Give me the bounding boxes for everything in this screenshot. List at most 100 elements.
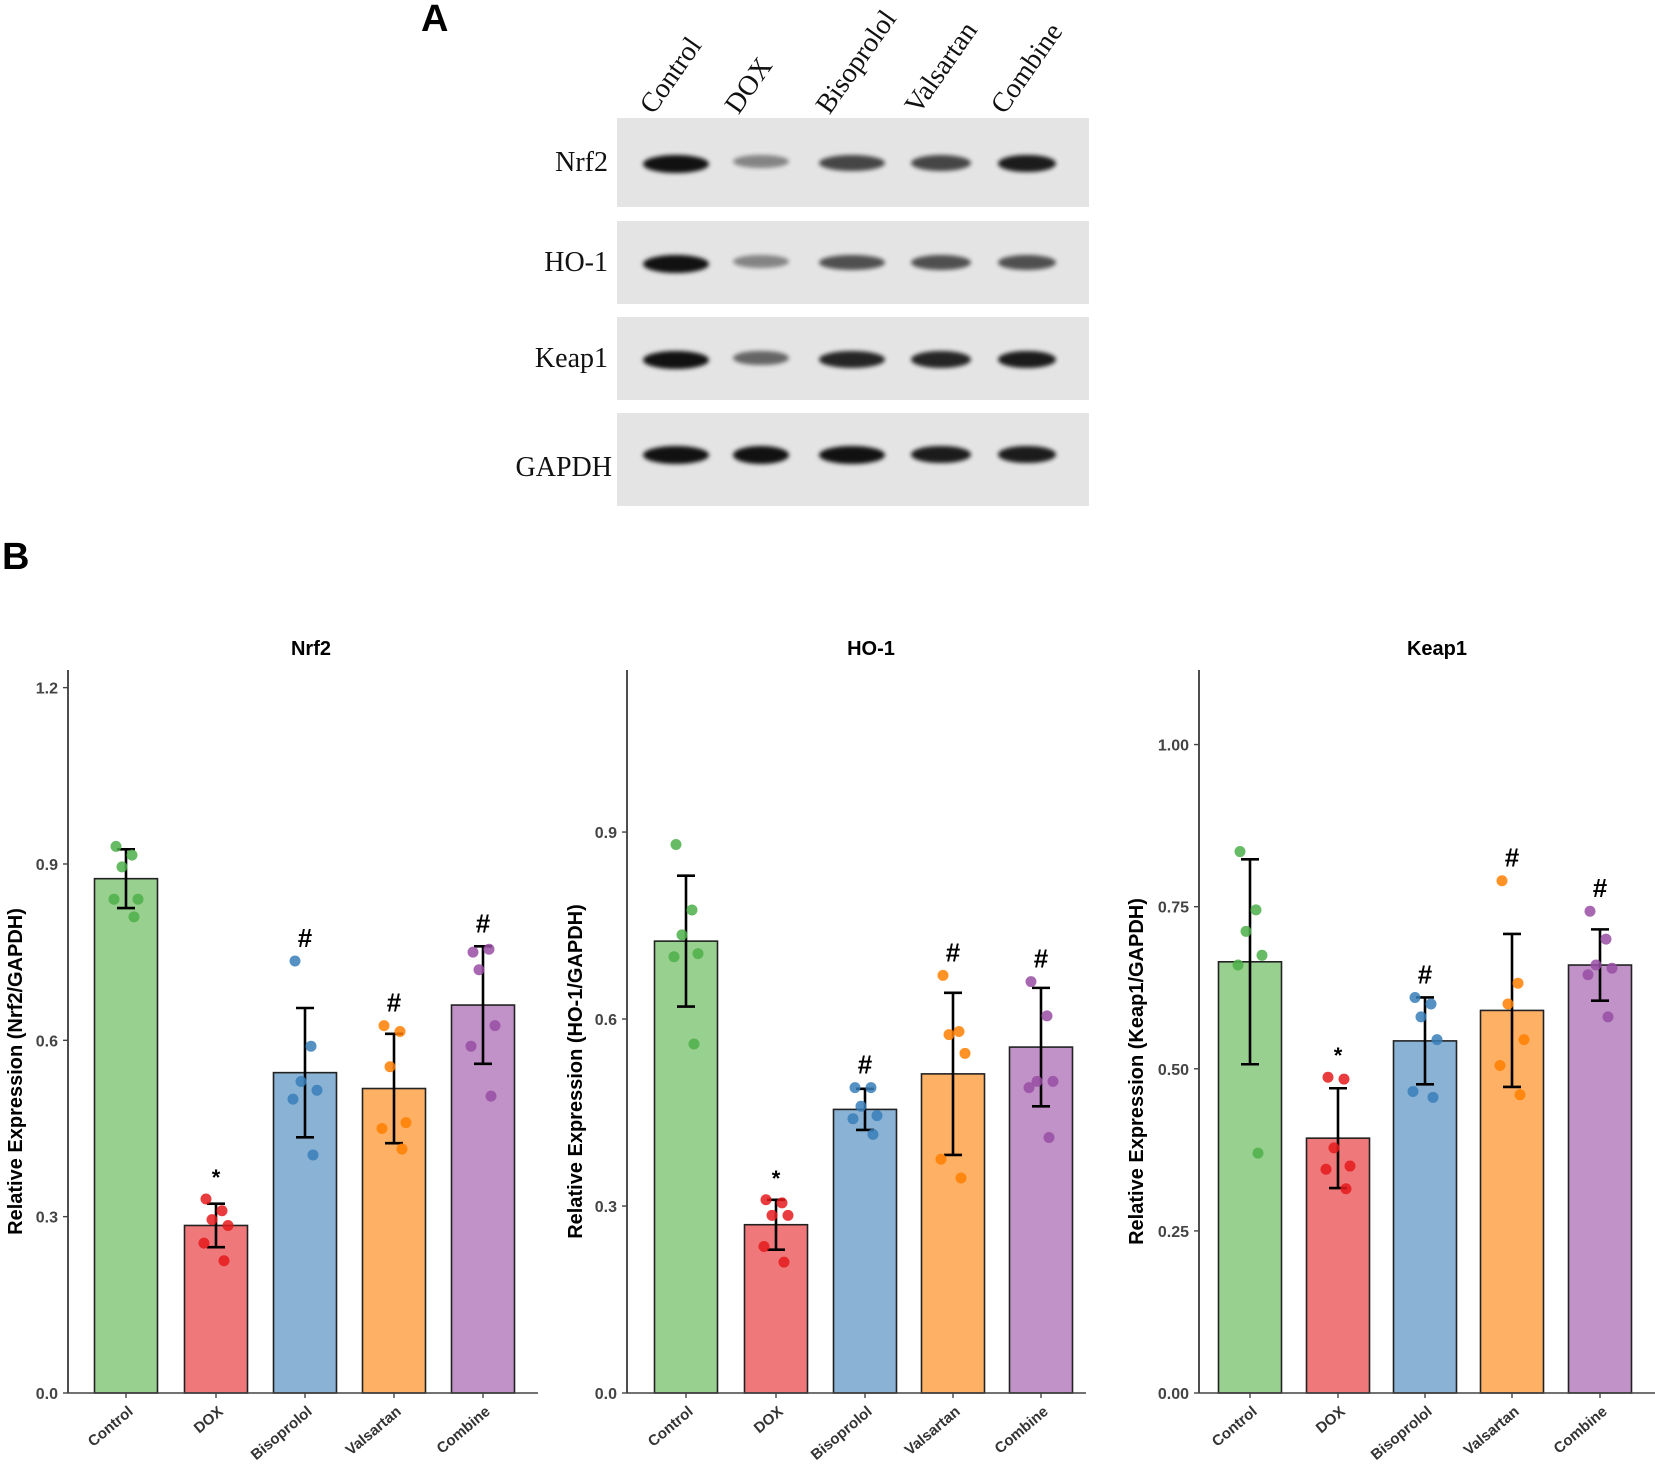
data-point	[489, 1020, 501, 1032]
x-tick-label: Valsartan	[902, 1403, 964, 1459]
data-point	[758, 1241, 770, 1253]
data-point	[766, 1209, 778, 1221]
data-point	[465, 1040, 477, 1052]
y-tick-label: 1.2	[36, 681, 58, 698]
blot-strip	[617, 317, 1089, 400]
y-axis-label: Relative Expression (HO-1/GAPDH)	[565, 904, 587, 1239]
data-point	[1602, 1011, 1614, 1023]
data-point	[1252, 1147, 1264, 1159]
data-point	[1502, 998, 1514, 1010]
data-point	[108, 893, 120, 905]
data-point	[206, 1214, 218, 1226]
y-tick-label: 1.00	[1158, 738, 1189, 755]
data-point	[1232, 959, 1244, 971]
data-point	[865, 1082, 877, 1094]
data-point	[1584, 905, 1596, 917]
data-point	[776, 1197, 788, 1209]
data-point	[1041, 1010, 1053, 1022]
data-point	[1496, 875, 1508, 887]
data-point	[760, 1194, 772, 1206]
data-point	[686, 904, 698, 916]
data-point	[1427, 1091, 1439, 1103]
data-point	[867, 1128, 879, 1140]
data-point	[688, 1038, 700, 1050]
blot-band	[643, 445, 709, 464]
x-tick-label: DOX	[191, 1403, 227, 1437]
blot-band	[733, 254, 789, 269]
data-point	[218, 1255, 230, 1267]
blot-band	[819, 154, 885, 171]
bar	[832, 1108, 898, 1394]
data-point	[305, 1040, 317, 1052]
data-point	[1256, 949, 1268, 961]
data-point	[216, 1205, 228, 1217]
y-tick-label: 0.6	[36, 1033, 58, 1050]
data-point	[1514, 1089, 1526, 1101]
blot-row-label: HO-1	[544, 246, 608, 278]
western-blot: Control DOX Bisoprolol Valsartan Combine Nrf2…	[0, 0, 1655, 520]
data-point	[1031, 1075, 1043, 1087]
data-point	[1494, 1060, 1506, 1072]
blot-band	[911, 254, 971, 271]
data-point	[473, 964, 485, 976]
significance-hash: #	[1505, 843, 1520, 873]
blot-strip	[617, 118, 1089, 207]
data-point	[394, 1026, 406, 1037]
data-point	[849, 1082, 861, 1094]
x-tick-label: Combine	[1550, 1403, 1610, 1457]
significance-star: *	[212, 1165, 221, 1190]
y-tick-label: 0.25	[1158, 1224, 1189, 1241]
y-tick-label: 0.6	[595, 1012, 617, 1029]
data-point	[1250, 904, 1262, 916]
data-point	[1518, 1034, 1530, 1046]
bar	[653, 940, 719, 1394]
x-tick-label: DOX	[751, 1403, 787, 1437]
significance-hash: #	[476, 908, 491, 938]
data-point	[955, 1172, 967, 1184]
bar	[1392, 1040, 1458, 1394]
data-point	[200, 1193, 212, 1205]
blot-band	[643, 154, 709, 173]
panel-label-a: A	[421, 0, 449, 40]
blot-row-label: Keap1	[534, 342, 608, 374]
bar	[93, 877, 159, 1394]
significance-hash: #	[1593, 873, 1608, 903]
data-point	[222, 1219, 234, 1231]
data-point	[1043, 1131, 1055, 1143]
blot-band	[998, 254, 1056, 271]
significance-star: *	[1334, 1043, 1343, 1068]
x-tick-label: Control	[85, 1403, 137, 1450]
data-point	[1234, 846, 1246, 858]
data-point	[198, 1237, 210, 1249]
data-point	[935, 1153, 947, 1165]
chart-title: Keap1	[1407, 638, 1467, 660]
significance-hash: #	[1034, 944, 1049, 974]
data-point	[1320, 1163, 1332, 1175]
x-tick-label: Bisoprolol	[248, 1403, 316, 1464]
blot-row-label: GAPDH	[515, 451, 612, 483]
data-point	[692, 948, 704, 960]
x-tick-label: Bisoprolol	[808, 1403, 876, 1464]
blot-band	[643, 254, 709, 273]
blot-band	[819, 445, 885, 464]
data-point	[287, 1093, 299, 1105]
data-point	[311, 1084, 323, 1096]
blot-band	[911, 350, 971, 368]
data-point	[778, 1256, 790, 1268]
data-point	[467, 946, 479, 958]
blot-band	[733, 154, 789, 169]
data-point	[1240, 925, 1252, 937]
y-tick-label: 0.0	[36, 1386, 58, 1403]
bar	[183, 1224, 249, 1394]
chart-title: Nrf2	[291, 638, 331, 660]
significance-star: *	[772, 1166, 781, 1191]
y-tick-label: 0.50	[1158, 1062, 1189, 1079]
y-axis-label: Relative Expression (Nrf2/GAPDH)	[5, 908, 27, 1235]
data-point	[396, 1143, 408, 1155]
blot-band	[733, 350, 789, 366]
x-tick-label: Control	[645, 1403, 697, 1450]
data-point	[871, 1110, 883, 1122]
y-tick-label: 0.9	[36, 857, 58, 874]
data-point	[959, 1047, 971, 1059]
data-point	[670, 839, 682, 851]
